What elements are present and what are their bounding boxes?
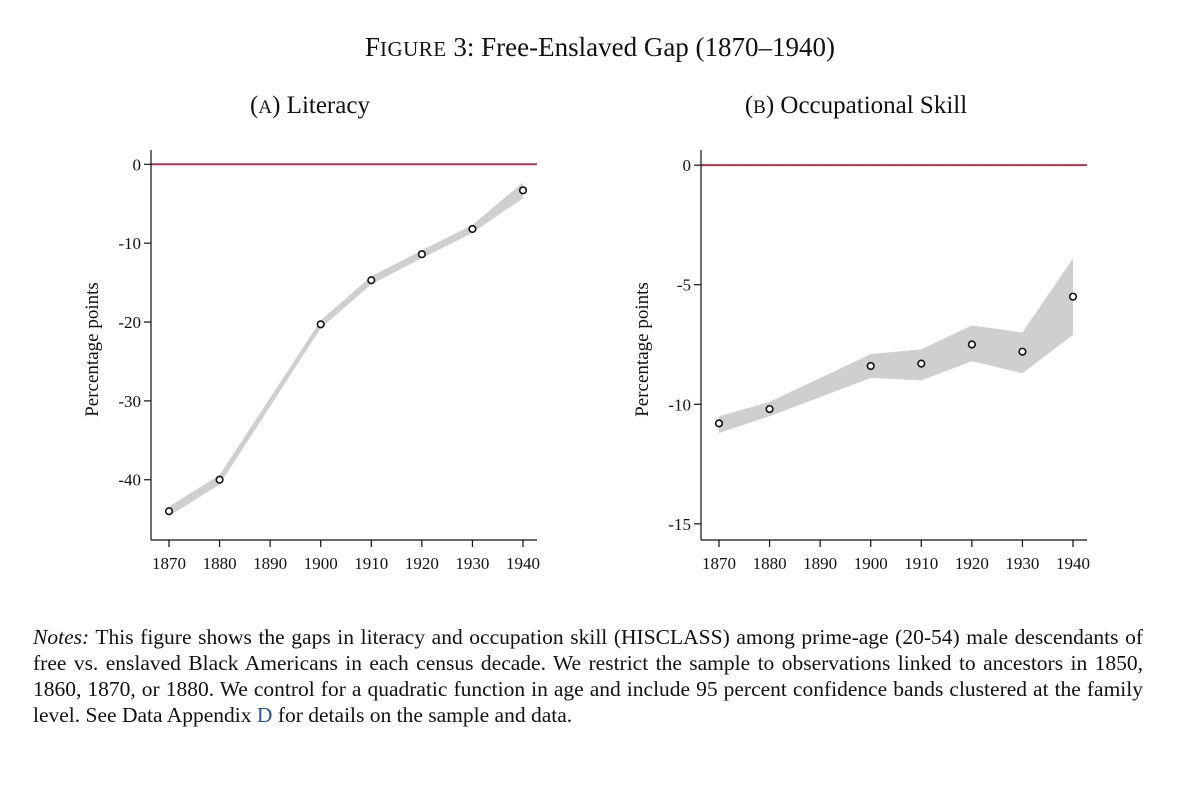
literacy-chart: 0 -10 -20 -30 -40 1870 1880 1890 1900 1910 1920 193… xyxy=(82,150,540,573)
occupational-skill-data-point xyxy=(765,404,774,414)
occupational-skill-data-point xyxy=(714,419,724,428)
literacy-data-point xyxy=(316,320,325,329)
literacy-y-tick-label: -10 xyxy=(118,234,141,253)
literacy-x-tick-label: 1930 xyxy=(455,554,489,573)
figure-notes: Notes: This figure shows the gaps in lit… xyxy=(33,624,1143,728)
literacy-data-point xyxy=(518,186,528,195)
occupational-skill-x-tick-label: 1880 xyxy=(753,554,787,573)
literacy-x-tick-label: 1880 xyxy=(203,554,237,573)
literacy-data-point xyxy=(417,250,426,259)
occupational-skill-confidence-band xyxy=(719,258,1073,433)
data-appendix-link[interactable]: D xyxy=(256,703,273,727)
literacy-y-tick-label: -40 xyxy=(118,471,141,490)
panel-b-title-suffix: ) Occupational Skill xyxy=(765,92,968,119)
figure-title-smallcaps: IGURE xyxy=(379,37,447,61)
notes-tail: for details on the sample and data. xyxy=(272,703,573,727)
panel-a-letter: A xyxy=(258,97,273,118)
literacy-data-point xyxy=(215,475,224,484)
panel-b-title: (B) Occupational Skill xyxy=(606,92,1106,120)
literacy-x-tick-label: 1920 xyxy=(405,554,439,573)
literacy-data-point xyxy=(164,507,174,516)
figure-title-rest: 3: Free-Enslaved Gap (1870–1940) xyxy=(446,32,836,62)
panel-b-letter: B xyxy=(753,97,766,118)
occupational-skill-y-tick-label: -15 xyxy=(668,515,691,534)
occupational-skill-data-point xyxy=(866,361,875,371)
panel-a-title-prefix: ( xyxy=(250,92,259,119)
occupational-skill-y-tick-label: -10 xyxy=(668,395,691,414)
literacy-y-tick-label: 0 xyxy=(133,155,142,174)
literacy-data-point xyxy=(468,224,477,234)
occupational-skill-data-point xyxy=(967,340,976,349)
occupational-skill-y-tick-label: 0 xyxy=(683,156,692,175)
literacy-x-tick-label: 1940 xyxy=(506,554,540,573)
literacy-y-tick-label: -20 xyxy=(118,313,141,332)
literacy-x-tick-label: 1890 xyxy=(253,554,287,573)
occupational-skill-data-point xyxy=(1018,347,1027,356)
occupational-skill-x-tick-label: 1920 xyxy=(955,554,989,573)
literacy-x-tick-label: 1910 xyxy=(354,554,388,573)
occupational-skill-chart: 0 -5 -10 -15 1870 1880 1890 1900 1910 1920 1930 194… xyxy=(632,150,1090,573)
occupational-skill-y-tick-label: -5 xyxy=(677,276,691,295)
literacy-confidence-band xyxy=(169,182,523,516)
literacy-data-point xyxy=(367,276,376,285)
panel-a-title-suffix: ) Literacy xyxy=(272,92,370,119)
literacy-y-tick-label: -30 xyxy=(118,392,141,411)
notes-body: This figure shows the gaps in literacy a… xyxy=(33,625,1143,727)
panel-a-title: (A) Literacy xyxy=(60,92,560,120)
occupational-skill-x-tick-label: 1930 xyxy=(1005,554,1039,573)
figure-title: FIGURE 3: Free-Enslaved Gap (1870–1940) xyxy=(0,32,1200,63)
occupational-skill-x-tick-label: 1900 xyxy=(854,554,888,573)
occupational-skill-y-axis-title: Percentage points xyxy=(632,282,653,417)
occupational-skill-x-tick-label: 1890 xyxy=(803,554,837,573)
occupational-skill-data-point xyxy=(1068,292,1078,301)
notes-lead: Notes: xyxy=(33,625,90,649)
occupational-skill-data-point xyxy=(917,359,926,368)
literacy-y-axis-title: Percentage points xyxy=(82,282,103,417)
panel-b-title-prefix: ( xyxy=(744,92,754,119)
literacy-x-tick-label: 1900 xyxy=(304,554,338,573)
literacy-x-tick-label: 1870 xyxy=(152,554,186,573)
occupational-skill-x-tick-label: 1940 xyxy=(1056,554,1090,573)
occupational-skill-x-tick-label: 1870 xyxy=(702,554,736,573)
occupational-skill-x-tick-label: 1910 xyxy=(904,554,938,573)
figure-title-initial: F xyxy=(364,32,380,62)
